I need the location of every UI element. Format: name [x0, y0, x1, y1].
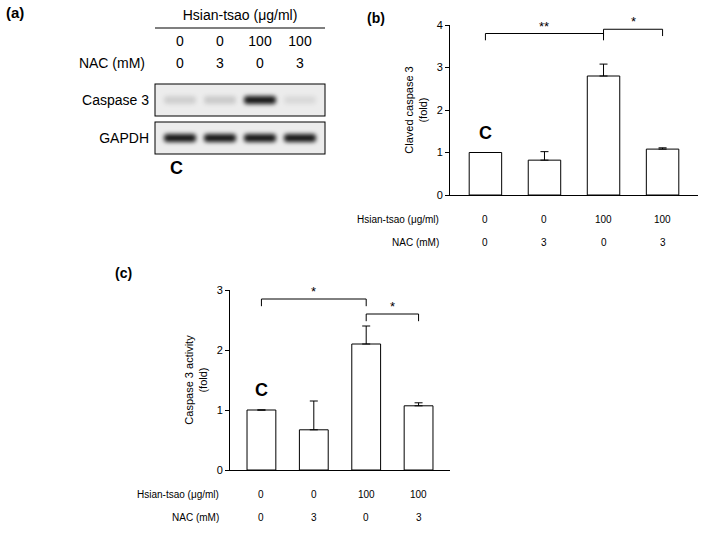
svg-text:(b): (b) — [367, 10, 385, 26]
svg-text:0: 0 — [437, 189, 443, 201]
svg-text:3: 3 — [217, 284, 223, 296]
svg-text:NAC (mM): NAC (mM) — [172, 512, 219, 523]
svg-text:0: 0 — [541, 214, 547, 225]
svg-text:Hsian-tsao (μg/ml): Hsian-tsao (μg/ml) — [357, 214, 439, 225]
svg-text:Caspase 3: Caspase 3 — [82, 92, 149, 108]
svg-text:**: ** — [539, 19, 549, 34]
svg-text:Claved caspase 3(fold): Claved caspase 3(fold) — [403, 66, 429, 153]
svg-text:100: 100 — [288, 33, 312, 49]
svg-text:0: 0 — [482, 237, 488, 248]
svg-text:Hsian-tsao (μg/ml): Hsian-tsao (μg/ml) — [183, 7, 298, 23]
svg-text:Hsian-tsao (μg/ml): Hsian-tsao (μg/ml) — [137, 489, 219, 500]
svg-text:0: 0 — [216, 33, 224, 49]
svg-text:3: 3 — [296, 55, 304, 71]
svg-text:100: 100 — [410, 489, 427, 500]
svg-text:NAC (mM): NAC (mM) — [79, 55, 145, 71]
svg-text:2: 2 — [437, 104, 443, 116]
svg-text:GAPDH: GAPDH — [99, 130, 149, 146]
svg-text:0: 0 — [482, 214, 488, 225]
svg-text:*: * — [311, 284, 316, 299]
svg-text:0: 0 — [217, 464, 223, 476]
svg-text:0: 0 — [601, 237, 607, 248]
svg-text:3: 3 — [311, 512, 317, 523]
svg-text:3: 3 — [216, 55, 224, 71]
svg-text:3: 3 — [437, 61, 443, 73]
svg-text:(c): (c) — [115, 265, 132, 281]
svg-text:100: 100 — [654, 214, 671, 225]
svg-text:1: 1 — [437, 146, 443, 158]
svg-text:0: 0 — [258, 512, 264, 523]
svg-text:2: 2 — [217, 344, 223, 356]
svg-text:1: 1 — [217, 404, 223, 416]
svg-text:100: 100 — [248, 33, 272, 49]
svg-text:3: 3 — [660, 237, 666, 248]
svg-text:100: 100 — [358, 489, 375, 500]
svg-text:*: * — [390, 299, 395, 314]
svg-text:0: 0 — [256, 55, 264, 71]
svg-text:*: * — [631, 14, 636, 29]
svg-text:C: C — [170, 158, 183, 178]
svg-text:NAC (mM): NAC (mM) — [392, 237, 439, 248]
svg-text:0: 0 — [176, 55, 184, 71]
svg-text:Caspase 3 activity(fold): Caspase 3 activity(fold) — [183, 335, 209, 425]
svg-text:0: 0 — [176, 33, 184, 49]
svg-text:3: 3 — [541, 237, 547, 248]
svg-text:4: 4 — [437, 19, 443, 31]
svg-text:C: C — [479, 123, 492, 143]
svg-text:0: 0 — [363, 512, 369, 523]
svg-text:C: C — [255, 380, 268, 400]
svg-text:3: 3 — [416, 512, 422, 523]
svg-text:0: 0 — [258, 489, 264, 500]
svg-text:0: 0 — [311, 489, 317, 500]
svg-text:100: 100 — [595, 214, 612, 225]
svg-text:(a): (a) — [6, 4, 24, 21]
